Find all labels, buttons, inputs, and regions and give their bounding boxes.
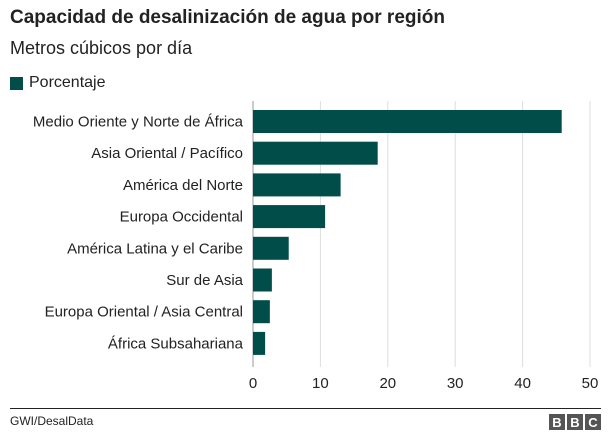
category-label: América Latina y el Caribe (67, 240, 243, 257)
bar (253, 331, 266, 355)
grid-lines (252, 101, 591, 367)
category-labels: Medio Oriente y Norte de África Asia Orie… (33, 114, 244, 353)
bar (253, 110, 562, 133)
bar (253, 173, 341, 197)
legend: Porcentaje (10, 74, 106, 92)
legend-swatch (10, 76, 23, 90)
category-label: Europa Occidental (120, 209, 243, 226)
category-label: Asia Oriental / Pacífico (91, 145, 243, 162)
bar (253, 205, 326, 229)
x-tick-label: 0 (249, 375, 257, 392)
category-label: América del Norte (123, 177, 243, 194)
legend-label: Porcentaje (29, 74, 106, 91)
category-label: Sur de Asia (166, 272, 243, 289)
chart-subtitle: Metros cúbicos por día (10, 38, 193, 58)
category-label: Medio Oriente y Norte de África (33, 114, 244, 131)
footer-divider (10, 408, 601, 409)
category-label: África Subsahariana (108, 335, 244, 352)
bar (253, 300, 270, 324)
x-tick-label: 10 (312, 375, 329, 392)
bar (253, 141, 378, 165)
bbc-logo: B B C (549, 414, 601, 430)
x-tick-label: 30 (447, 375, 464, 392)
bar (253, 236, 289, 260)
x-tick-labels: 0 10 20 30 40 50 (249, 375, 599, 392)
bars (253, 110, 562, 355)
chart-title: Capacidad de desalinización de agua por … (10, 7, 445, 28)
bar (253, 268, 272, 292)
category-label: Europa Oriental / Asia Central (45, 304, 243, 321)
bar-chart: Medio Oriente y Norte de África Asia Orie… (33, 101, 599, 392)
logo-letter: C (585, 414, 601, 430)
logo-letter: B (549, 414, 565, 430)
logo-letter: B (567, 414, 583, 430)
x-tick-label: 20 (379, 375, 396, 392)
x-tick-label: 40 (514, 375, 531, 392)
x-tick-label: 50 (582, 375, 599, 392)
source-note: GWI/DesalData (10, 414, 94, 428)
